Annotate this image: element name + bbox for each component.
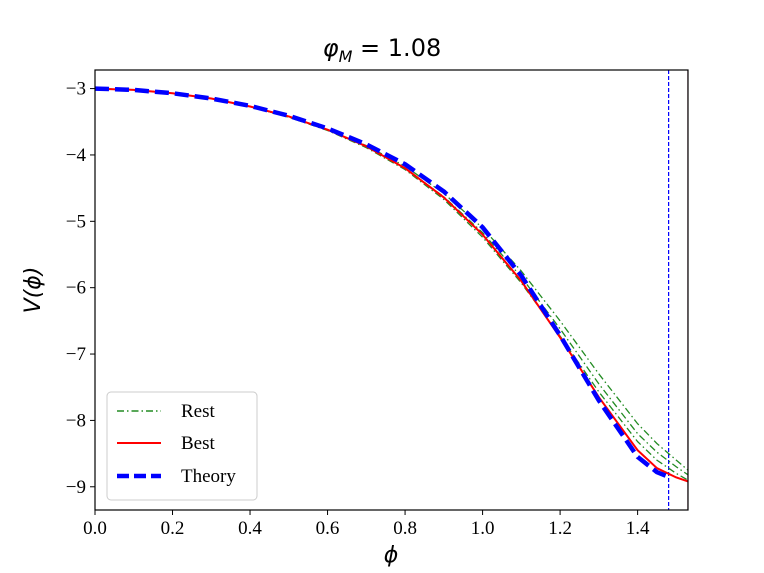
y-tick-label: −3 [66, 79, 86, 100]
y-tick-label: −5 [66, 211, 86, 232]
reference-lines [668, 70, 688, 510]
legend-label-theory: Theory [181, 466, 236, 487]
x-tick-label: 0.6 [316, 518, 340, 539]
x-axis-label: ϕ [384, 543, 399, 568]
legend-box [106, 391, 258, 501]
plot-frame [94, 69, 689, 511]
legend-label-rest: Rest [181, 401, 216, 422]
x-tick-label: 0.8 [393, 518, 417, 539]
y-tick-label: −6 [66, 278, 86, 299]
y-tick-label: −8 [66, 410, 86, 431]
chart-title: φM = 1.08 [323, 34, 441, 66]
legend: Rest Best Theory [106, 391, 258, 501]
y-axis-ticks: −3 −4 −5 −6 −7 −8 −9 [66, 79, 95, 498]
x-tick-label: 1.4 [626, 518, 650, 539]
series-line-theory [95, 86, 670, 479]
y-tick-label: −9 [66, 477, 86, 498]
x-tick-label: 0.2 [161, 518, 185, 539]
legend-label-best: Best [181, 433, 216, 454]
series-line-rest [95, 87, 688, 481]
x-tick-label: 1.0 [471, 518, 495, 539]
y-axis-label: V(ϕ) [21, 267, 46, 314]
y-tick-label: −7 [66, 344, 86, 365]
x-axis-ticks: 0.0 0.2 0.4 0.6 0.8 1.0 1.2 1.4 [83, 510, 650, 539]
series-line-rest [95, 87, 688, 476]
x-tick-label: 0.0 [83, 518, 107, 539]
series-group [95, 86, 688, 483]
x-tick-label: 0.4 [238, 518, 262, 539]
x-tick-label: 1.2 [548, 518, 572, 539]
y-tick-label: −4 [66, 145, 87, 166]
